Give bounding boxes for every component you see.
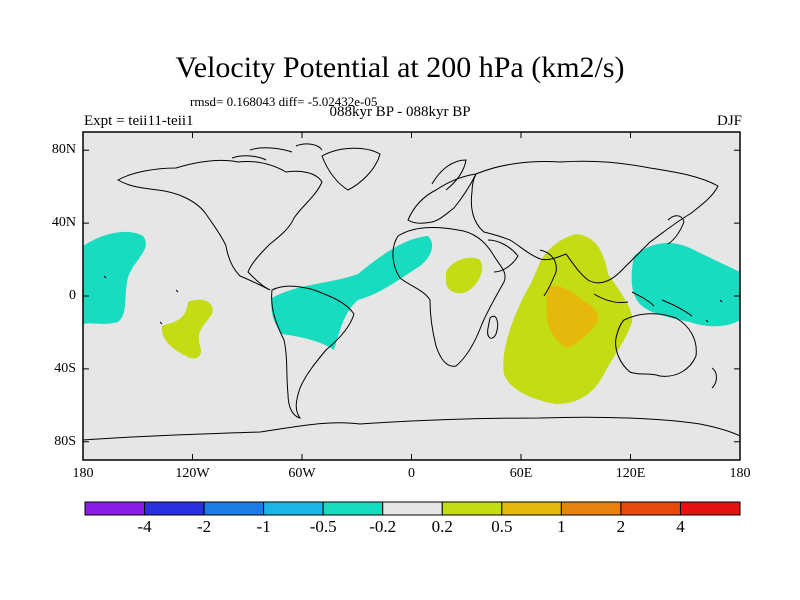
region-neg-east-pacific [83,231,146,324]
x-tick-label: 60W [288,466,316,481]
coast-pacific-islands [103,275,723,325]
region-pos-east-africa [446,257,483,294]
x-tick-label: 60E [509,466,533,481]
colorbar-box [203,501,265,516]
region-neg-atlantic [271,236,433,350]
colorbar-boxes [84,501,741,516]
region-pos-south-pacific [161,299,213,359]
x-tick-label: 180 [72,466,94,481]
colorbar-label: 2 [616,517,626,536]
coastlines [82,143,741,441]
coast-south-america [271,285,355,419]
x-tick-label: 120E [615,466,646,481]
coast-new-zealand [711,367,717,389]
colorbar-box [382,501,443,516]
colorbar-box [84,501,146,516]
colorbar-box [441,501,503,516]
coast-arctic-islands [231,143,323,161]
coast-australia [615,313,697,377]
rmsd-diff-stats: rmsd= 0.168043 diff= -5.02432e-05 [190,94,378,109]
coast-india [539,249,557,297]
colorbar-label: -1 [256,517,271,536]
colorbar-box [501,501,562,516]
coast-greenland [321,147,381,191]
coast-asia [470,160,719,284]
period-label: 088kyr BP - 088kyr BP [329,104,471,120]
colorbar-box [144,501,205,516]
colorbar-label: 4 [676,517,685,536]
coast-arabia [487,239,519,273]
y-tick-label: 0 [69,288,76,303]
coast-indonesia [593,291,693,317]
coast-europe [407,173,477,224]
coast-japan [667,215,685,245]
region-pos-indian-core [546,285,599,348]
colorbar-box [322,501,384,516]
x-tick-label: 180 [729,466,751,481]
anomaly-regions [83,231,740,404]
y-tick-label: 80S [54,433,76,449]
colorbar-box [263,501,324,516]
axis-ticks [82,132,741,460]
colorbar-box [679,501,741,516]
colorbar-box [620,501,681,516]
y-tick-label: 40S [54,360,76,376]
colorbar-label: -0.5 [309,517,337,536]
map-background [83,132,740,460]
colorbar-label: 0.2 [431,517,453,536]
season-label: DJF [716,113,742,129]
colorbar-label: -0.2 [369,517,397,536]
colorbar-label: -2 [196,517,212,536]
coast-madagascar [487,315,499,339]
coast-north-america [117,159,323,291]
experiment-label: Expt = teii11-teii1 [84,113,194,129]
map-title: Velocity Potential at 200 hPa (km2/s) [175,51,625,84]
x-tick-label: 120W [175,466,210,481]
coast-africa [392,227,506,367]
coast-antarctica [82,416,741,441]
x-tick-label: 0 [408,466,415,481]
colorbar-label: 1 [557,517,566,536]
colorbar-label: -4 [137,517,152,536]
y-tick-label: 40N [51,215,76,231]
colorbar-box [560,501,622,516]
region-neg-west-pacific [631,242,740,327]
coast-scandinavia [431,159,467,191]
colorbar-label: 0.5 [491,517,513,536]
y-tick-label: 80N [51,142,76,158]
